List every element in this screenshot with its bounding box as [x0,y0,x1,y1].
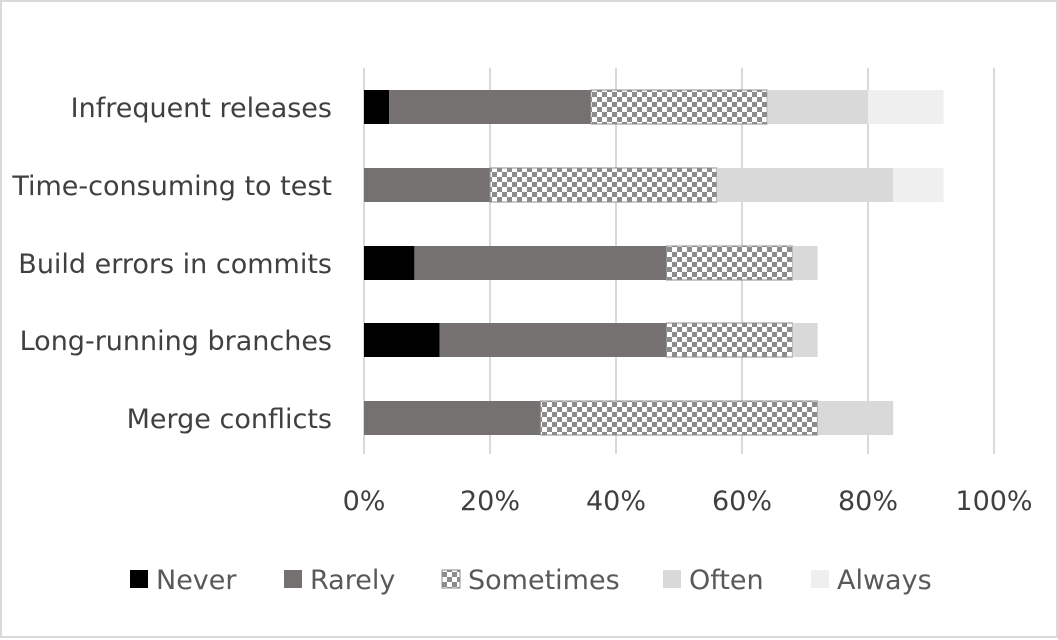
legend-swatch-rarely [284,570,302,588]
x-tick-label: 0% [343,486,386,517]
bar-segment-often [716,168,894,202]
bars [364,89,944,436]
bar-segment-often [767,90,868,124]
category-labels: Infrequent releases Time-consuming to tes… [11,93,332,435]
legend: Never Rarely Sometimes Often Always [130,565,932,596]
bar-segment-often [817,401,894,435]
x-tick-label: 60% [712,486,772,517]
bar-segment-rarely [364,168,490,202]
legend-label-always: Always [837,565,932,596]
bar-segment-often [792,246,818,280]
category-label: Infrequent releases [71,93,332,124]
bar-segment-never [364,90,390,124]
bar-segment-never [364,246,415,280]
bar-segment-always [868,90,944,124]
bar-segment-sometimes [489,167,718,203]
legend-swatch-often [663,570,681,588]
x-tick-label: 80% [838,486,898,517]
legend-label-rarely: Rarely [310,565,395,596]
bar-segment-rarely [439,323,667,357]
legend-label-never: Never [156,565,237,596]
x-tick-label: 20% [460,486,520,517]
category-label: Long-running branches [20,326,332,357]
x-axis-ticks: 0% 20% 40% 60% 80% 100% [343,486,1033,517]
bar-segment-rarely [414,246,667,280]
bar-segment-sometimes [665,322,793,358]
bar-segment-sometimes [665,245,793,281]
bar-segment-sometimes [590,89,768,125]
bar-segment-rarely [364,401,541,435]
x-tick-label: 100% [955,486,1032,517]
legend-swatch-sometimes [441,569,461,589]
legend-swatch-always [811,570,829,588]
x-tick-label: 40% [586,486,646,517]
legend-label-often: Often [689,565,764,596]
bar-segment-sometimes [539,400,819,436]
bar-segment-rarely [389,90,591,124]
category-label: Time-consuming to test [11,171,332,202]
bar-segment-often [792,323,818,357]
category-label: Merge conflicts [127,404,332,435]
legend-label-sometimes: Sometimes [468,565,620,596]
category-label: Build errors in commits [18,249,332,280]
legend-swatch-never [130,570,148,588]
bar-segment-never [364,323,440,357]
bar-segment-always [893,168,944,202]
